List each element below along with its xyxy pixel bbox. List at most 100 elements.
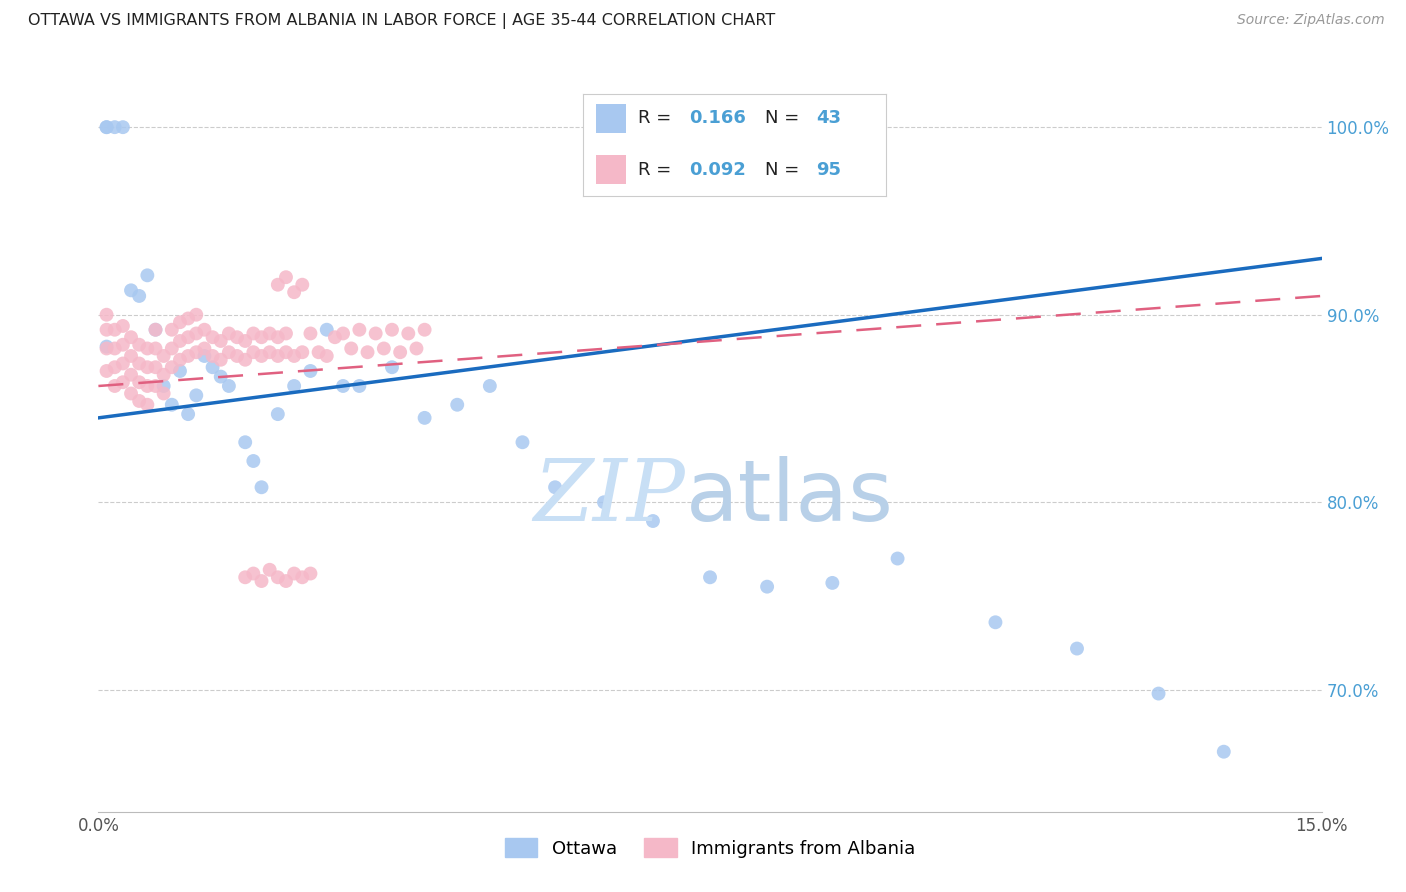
Text: 0.092: 0.092 bbox=[689, 161, 747, 178]
Point bbox=[250, 574, 273, 588]
Point bbox=[128, 376, 150, 390]
Point bbox=[332, 326, 354, 341]
Point bbox=[177, 330, 200, 344]
Point bbox=[169, 334, 191, 348]
Point bbox=[201, 360, 224, 375]
Point bbox=[136, 379, 159, 393]
Text: ZIP: ZIP bbox=[534, 456, 686, 539]
Point bbox=[381, 360, 404, 375]
Point bbox=[349, 323, 371, 337]
Point bbox=[274, 326, 297, 341]
Text: 95: 95 bbox=[817, 161, 841, 178]
Point bbox=[111, 356, 134, 370]
Text: 43: 43 bbox=[817, 110, 841, 128]
Point bbox=[478, 379, 501, 393]
Point bbox=[104, 379, 127, 393]
Point bbox=[96, 120, 118, 135]
Point bbox=[160, 398, 183, 412]
Point bbox=[291, 570, 314, 584]
Point bbox=[283, 566, 305, 581]
Point bbox=[267, 407, 290, 421]
Point bbox=[308, 345, 330, 359]
Point bbox=[226, 330, 249, 344]
Legend: Ottawa, Immigrants from Albania: Ottawa, Immigrants from Albania bbox=[498, 831, 922, 865]
Point bbox=[242, 326, 264, 341]
Point bbox=[128, 289, 150, 303]
Point bbox=[299, 364, 322, 378]
Point bbox=[96, 364, 118, 378]
Point bbox=[699, 570, 721, 584]
Point bbox=[96, 120, 118, 135]
Point bbox=[111, 120, 134, 135]
Point bbox=[218, 379, 240, 393]
Point bbox=[104, 323, 127, 337]
Point bbox=[984, 615, 1007, 630]
Point bbox=[177, 349, 200, 363]
Point bbox=[186, 345, 208, 359]
Point bbox=[356, 345, 378, 359]
Point bbox=[267, 277, 290, 292]
Point bbox=[267, 349, 290, 363]
Point bbox=[315, 349, 337, 363]
Point bbox=[267, 330, 290, 344]
Point bbox=[283, 285, 305, 300]
Point bbox=[209, 352, 232, 367]
Point bbox=[291, 345, 314, 359]
Point bbox=[364, 326, 387, 341]
Point bbox=[299, 566, 322, 581]
Text: N =: N = bbox=[765, 110, 804, 128]
Point bbox=[96, 323, 118, 337]
Point bbox=[152, 368, 174, 382]
Point bbox=[274, 345, 297, 359]
Point bbox=[299, 326, 322, 341]
Point bbox=[250, 330, 273, 344]
Point bbox=[104, 120, 127, 135]
Text: Source: ZipAtlas.com: Source: ZipAtlas.com bbox=[1237, 13, 1385, 28]
Point bbox=[111, 318, 134, 333]
Point bbox=[136, 268, 159, 283]
Point bbox=[886, 551, 908, 566]
Point bbox=[259, 345, 281, 359]
Point bbox=[111, 376, 134, 390]
Point bbox=[209, 369, 232, 384]
Point bbox=[111, 337, 134, 351]
Point bbox=[160, 323, 183, 337]
Point bbox=[120, 386, 142, 401]
Point bbox=[193, 323, 215, 337]
Point bbox=[128, 394, 150, 409]
Point bbox=[145, 360, 167, 375]
Point bbox=[104, 342, 127, 356]
Point bbox=[169, 315, 191, 329]
Point bbox=[193, 342, 215, 356]
Point bbox=[104, 360, 127, 375]
Point bbox=[267, 570, 290, 584]
Point bbox=[160, 360, 183, 375]
Point bbox=[323, 330, 346, 344]
Point bbox=[152, 379, 174, 393]
Text: R =: R = bbox=[638, 110, 676, 128]
Point bbox=[250, 349, 273, 363]
Point bbox=[209, 334, 232, 348]
Point bbox=[120, 330, 142, 344]
Point bbox=[145, 323, 167, 337]
Point bbox=[233, 435, 256, 450]
Point bbox=[242, 566, 264, 581]
Point bbox=[405, 342, 427, 356]
Point bbox=[96, 340, 118, 354]
Text: N =: N = bbox=[765, 161, 804, 178]
Point bbox=[512, 435, 534, 450]
Point bbox=[593, 495, 616, 509]
Point bbox=[177, 407, 200, 421]
Point bbox=[193, 349, 215, 363]
Text: R =: R = bbox=[638, 161, 676, 178]
Point bbox=[186, 308, 208, 322]
Point bbox=[242, 454, 264, 468]
Text: atlas: atlas bbox=[686, 456, 894, 539]
Point bbox=[446, 398, 468, 412]
Point bbox=[152, 386, 174, 401]
Point bbox=[413, 410, 436, 425]
Point bbox=[242, 345, 264, 359]
Point bbox=[381, 323, 404, 337]
Point bbox=[291, 277, 314, 292]
Point bbox=[274, 574, 297, 588]
